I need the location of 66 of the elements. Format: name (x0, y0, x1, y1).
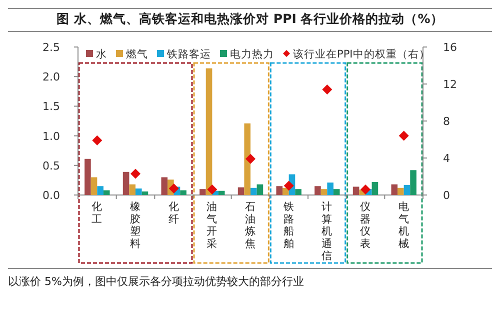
bar (103, 190, 110, 195)
point (246, 154, 256, 164)
bar (238, 187, 244, 195)
point (168, 184, 179, 194)
y-tick-label: 0.0 (42, 189, 60, 202)
bar (404, 184, 410, 195)
bar (327, 182, 334, 195)
y2-tick-label: 8 (443, 115, 450, 128)
bar (161, 177, 168, 195)
bar (276, 186, 283, 195)
bar (244, 123, 250, 195)
bar (122, 172, 130, 195)
text: 以涨价 5%为例，图中仅展示各分项拉动优势较大的部分行业 (8, 274, 305, 290)
legend-label: 铁路客运 (166, 48, 211, 60)
y2-tick-label: 16 (443, 41, 457, 54)
x-tick-label: 铁路船舶 (282, 201, 294, 250)
x-tick-label: 计算机通信 (322, 200, 333, 262)
y2-tick-label: 12 (443, 78, 457, 91)
y2-tick-label: 0 (443, 189, 450, 202)
point (398, 130, 409, 141)
point (207, 184, 218, 194)
bar (206, 68, 212, 195)
point (322, 84, 332, 95)
point (360, 184, 370, 194)
bar (372, 182, 378, 195)
legend-label: 电力热力 (230, 48, 274, 60)
bar (320, 189, 328, 195)
bar (295, 189, 302, 195)
bar (352, 186, 360, 195)
bar (333, 189, 340, 195)
bar (180, 190, 186, 195)
x-tick-label: 油气开采 (206, 200, 218, 250)
bar (90, 177, 98, 195)
bar (314, 186, 321, 195)
bar (398, 188, 404, 195)
point (284, 180, 294, 191)
y2-tick-label: 4 (443, 152, 450, 165)
y-tick-label: 2.5 (42, 41, 60, 54)
legend-label: 该行业在PPI中的权重（右） (293, 48, 430, 60)
bar (282, 188, 289, 195)
x-tick-label: 化纤 (168, 201, 180, 226)
y-tick-label: 0.5 (42, 159, 60, 172)
bar (97, 186, 104, 195)
x-tick-label: 石油炼焦 (245, 201, 256, 250)
x-tick-label: 仪器仪表 (360, 201, 371, 250)
x-tick-label: 电气机械 (398, 200, 410, 250)
y-tick-label: 1.0 (42, 130, 60, 143)
bar (136, 188, 142, 195)
bar (410, 170, 416, 195)
y-tick-label: 1.5 (42, 100, 60, 114)
bar (256, 184, 264, 195)
bar (218, 190, 225, 195)
bar (391, 184, 398, 195)
y-tick-label: 2.0 (42, 70, 60, 84)
legend-label: 水 (96, 48, 107, 60)
point (92, 135, 102, 146)
bar (200, 189, 206, 195)
bar (250, 188, 257, 195)
bar (129, 184, 136, 195)
legend-label: 燃气 (126, 48, 148, 60)
point (130, 168, 140, 179)
bar (142, 191, 148, 195)
chart-title: 图 水、燃气、高铁客运和电热涨价对 PPI 各行业价格的拉动（%） (56, 11, 444, 28)
x-tick-label: 化工 (92, 201, 103, 226)
bar (84, 158, 91, 195)
x-tick-label: 橡胶塑料 (130, 201, 141, 250)
